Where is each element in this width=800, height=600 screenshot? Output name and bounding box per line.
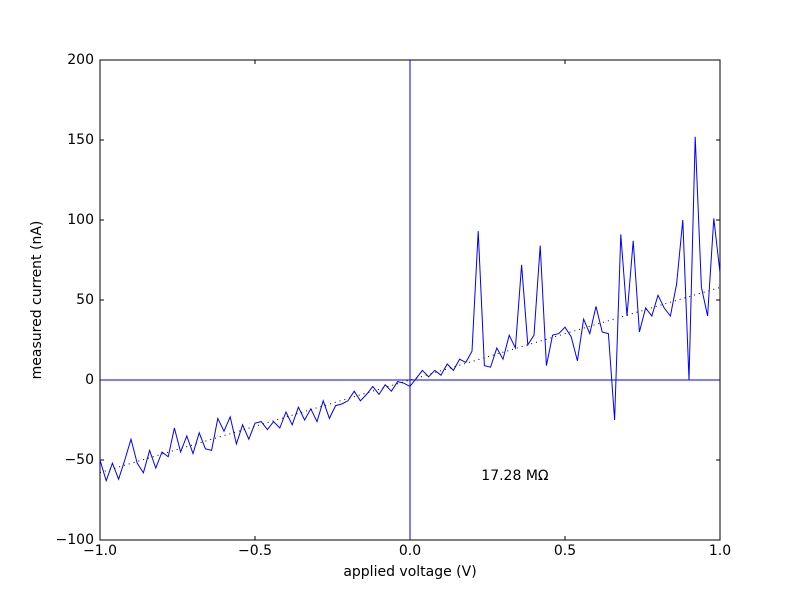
x-axis-label: applied voltage (V) bbox=[343, 564, 476, 580]
y-tick-label: −50 bbox=[64, 452, 94, 468]
y-axis-label: measured current (nA) bbox=[29, 221, 45, 380]
x-tick-label: 0.0 bbox=[399, 543, 421, 559]
y-tick-label: 0 bbox=[85, 372, 94, 388]
y-tick-label: −100 bbox=[56, 532, 94, 548]
y-tick-label: 200 bbox=[67, 52, 94, 68]
y-tick-label: 50 bbox=[76, 292, 94, 308]
x-tick-label: 0.5 bbox=[554, 543, 576, 559]
x-tick-label: −1.0 bbox=[83, 543, 117, 559]
y-tick-label: 150 bbox=[67, 132, 94, 148]
x-tick-label: 1.0 bbox=[709, 543, 731, 559]
y-tick-label: 100 bbox=[67, 212, 94, 228]
annotation: 17.28 MΩ bbox=[481, 468, 549, 484]
x-tick-label: −0.5 bbox=[238, 543, 272, 559]
